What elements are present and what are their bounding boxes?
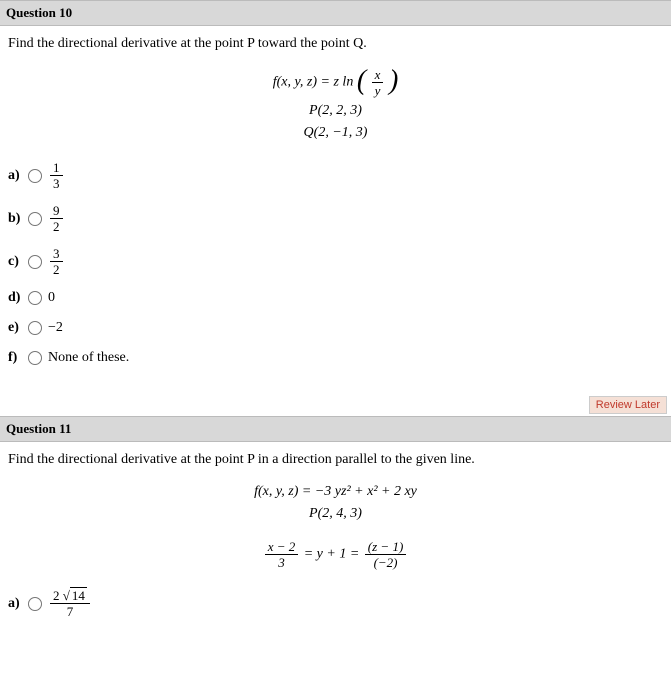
opt-a-num: 1: [50, 161, 63, 176]
q11-line-left: x − 2 3: [265, 540, 299, 569]
q11-pointP: P(2, 4, 3): [8, 506, 663, 522]
question-10-header: Question 10: [0, 0, 671, 26]
option-label: c): [8, 254, 26, 270]
option-label: b): [8, 211, 26, 227]
q11-line-right: (z − 1) (−2): [365, 540, 407, 569]
question-11-title: Question 11: [6, 421, 71, 436]
question-10-prompt: Find the directional derivative at the p…: [8, 36, 663, 52]
opt-b-den: 2: [50, 219, 63, 233]
review-bar: Review Later: [0, 394, 671, 416]
question-10-body: Find the directional derivative at the p…: [0, 26, 671, 394]
q10-options: a) 1 3 b) 9 2 c): [8, 161, 663, 366]
line-right-num: (z − 1): [365, 540, 407, 555]
question-11-body: Find the directional derivative at the p…: [0, 442, 671, 646]
option-label: d): [8, 290, 26, 306]
option-value: 3 2: [48, 247, 65, 276]
line-right-den: (−2): [371, 555, 401, 569]
question-11-header: Question 11: [0, 416, 671, 442]
opt-a-num: 2 √14: [50, 589, 90, 604]
option-label: a): [8, 596, 26, 612]
opt-a-den: 7: [64, 604, 77, 618]
question-11-prompt: Find the directional derivative at the p…: [8, 452, 663, 468]
q10-option-c[interactable]: c) 3 2: [8, 247, 663, 276]
q11-line: x − 2 3 = y + 1 = (z − 1) (−2): [8, 540, 663, 569]
q11-option-a[interactable]: a) 2 √14 7: [8, 589, 663, 618]
q10-func-num: x: [372, 68, 384, 83]
q10-func-lhs: f(x, y, z) = z ln: [273, 75, 354, 90]
q11-radio-a[interactable]: [28, 597, 42, 611]
q10-radio-f[interactable]: [28, 351, 42, 365]
option-label: f): [8, 350, 26, 366]
q11-function: f(x, y, z) = −3 yz² + x² + 2 xy: [8, 484, 663, 500]
opt-c-num: 3: [50, 247, 63, 262]
option-value: 1 3: [48, 161, 65, 190]
lparen-icon: (: [357, 65, 366, 96]
q10-func-frac: x y: [372, 68, 384, 97]
option-value: 0: [48, 290, 55, 306]
q10-pointP: P(2, 2, 3): [8, 103, 663, 119]
opt-a-den: 3: [50, 176, 63, 190]
q10-option-a[interactable]: a) 1 3: [8, 161, 663, 190]
line-left-den: 3: [275, 555, 288, 569]
option-label: a): [8, 168, 26, 184]
opt-a-num-rad: 14: [70, 587, 87, 603]
opt-a-num-pre: 2: [53, 588, 63, 603]
q10-func-den: y: [372, 83, 384, 97]
question-10-title: Question 10: [6, 5, 72, 20]
opt-c-den: 2: [50, 262, 63, 276]
q10-pointQ: Q(2, −1, 3): [8, 125, 663, 141]
line-mid: = y + 1 =: [304, 547, 363, 562]
rparen-icon: ): [389, 65, 398, 96]
option-value: None of these.: [48, 350, 129, 366]
q10-option-e[interactable]: e) −2: [8, 320, 663, 336]
q10-radio-a[interactable]: [28, 169, 42, 183]
q11-options: a) 2 √14 7: [8, 589, 663, 618]
q10-radio-e[interactable]: [28, 321, 42, 335]
opt-b-num: 9: [50, 204, 63, 219]
q10-option-b[interactable]: b) 9 2: [8, 204, 663, 233]
option-value: −2: [48, 320, 63, 336]
line-left-num: x − 2: [265, 540, 299, 555]
sqrt-icon: √: [63, 588, 70, 603]
option-value: 2 √14 7: [48, 589, 92, 618]
q10-radio-b[interactable]: [28, 212, 42, 226]
option-label: e): [8, 320, 26, 336]
q10-radio-d[interactable]: [28, 291, 42, 305]
review-later-button[interactable]: Review Later: [589, 396, 667, 414]
option-value: 9 2: [48, 204, 65, 233]
q10-option-d[interactable]: d) 0: [8, 290, 663, 306]
q10-radio-c[interactable]: [28, 255, 42, 269]
q10-option-f[interactable]: f) None of these.: [8, 350, 663, 366]
q10-function: f(x, y, z) = z ln ( x y ): [8, 68, 663, 97]
